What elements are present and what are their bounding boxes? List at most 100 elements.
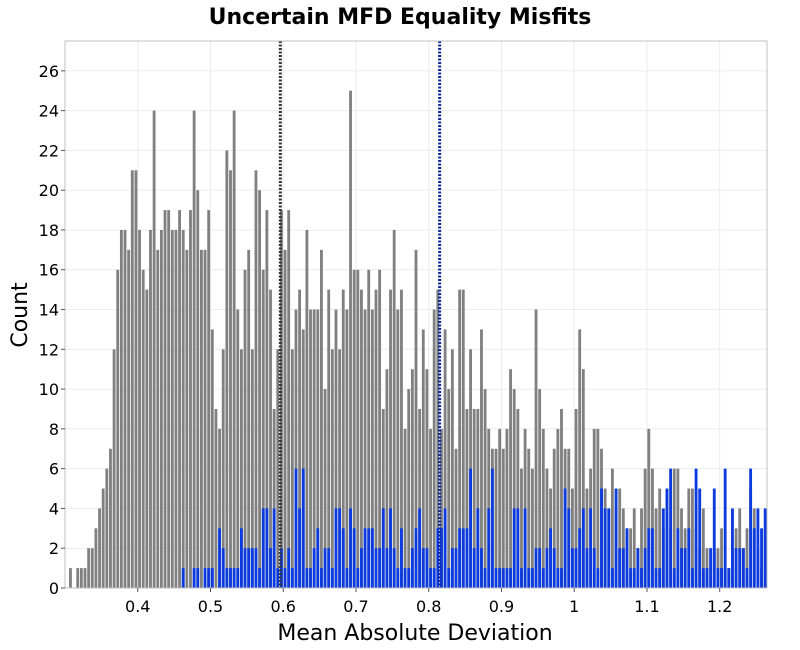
bar-all-81	[360, 289, 363, 588]
y-axis-label: Count	[8, 282, 33, 348]
bar-uncertain-178	[712, 488, 716, 588]
bar-uncertain-177	[709, 548, 713, 588]
series-all-bars	[69, 90, 767, 589]
bar-all-34	[189, 210, 192, 588]
bar-all-172	[691, 488, 694, 588]
bar-uncertain-116	[487, 508, 491, 588]
y-tick-label: 12	[39, 340, 59, 359]
bar-all-98	[421, 329, 425, 588]
bar-all-100	[429, 428, 432, 588]
bar-all-175	[701, 508, 705, 588]
bar-uncertain-122	[509, 568, 512, 588]
bar-all-143	[585, 488, 589, 588]
bar-uncertain-90	[392, 548, 396, 588]
bar-uncertain-60	[283, 568, 287, 588]
x-tick-label: 0.8	[416, 597, 441, 616]
bar-all-89	[389, 289, 392, 588]
bar-uncertain-158	[640, 568, 643, 588]
bar-uncertain-86	[378, 548, 382, 588]
bar-uncertain-105	[447, 568, 451, 588]
bar-all-90	[392, 229, 396, 589]
bar-uncertain-189	[752, 528, 756, 588]
x-tick-label: 1.1	[634, 597, 659, 616]
bar-all-93	[403, 428, 407, 588]
bar-uncertain-167	[672, 568, 676, 588]
bar-uncertain-125	[520, 568, 523, 588]
bar-uncertain-45	[229, 568, 232, 588]
bar-uncertain-185	[738, 548, 742, 588]
bar-uncertain-104	[443, 508, 447, 588]
y-tick-label: 20	[39, 181, 59, 200]
bar-all-15	[119, 229, 123, 589]
bar-all-163	[658, 488, 662, 588]
bar-all-31	[178, 210, 181, 588]
bar-all-73	[330, 349, 334, 588]
bar-all-129	[534, 309, 538, 588]
bar-uncertain-173	[694, 468, 698, 588]
bar-uncertain-115	[483, 568, 487, 588]
bar-all-57	[272, 408, 276, 588]
bar-all-86	[378, 269, 382, 588]
bar-all-146	[596, 428, 600, 588]
bar-uncertain-149	[607, 508, 611, 588]
y-tick-label: 0	[49, 579, 59, 598]
bar-all-50	[247, 249, 251, 588]
bar-uncertain-87	[381, 508, 385, 588]
bar-all-46	[232, 110, 236, 589]
bar-all-79	[352, 269, 356, 588]
bar-all-139	[570, 488, 574, 588]
bar-all-10	[101, 488, 105, 588]
bar-uncertain-56	[269, 548, 272, 588]
bar-uncertain-181	[723, 468, 727, 588]
bar-uncertain-54	[261, 508, 265, 588]
x-axis-label: Mean Absolute Deviation	[277, 621, 552, 646]
x-axis-ticks: 0.4 0.5 0.6 0.7 0.8 0.9 1 1.1 1.2	[125, 588, 732, 616]
bar-all-114	[480, 329, 483, 588]
bar-all-145	[592, 428, 596, 588]
x-tick-label: 0.6	[271, 597, 296, 616]
bar-all-60	[283, 249, 287, 588]
bar-uncertain-164	[661, 508, 665, 588]
bar-all-6	[87, 548, 91, 588]
bar-uncertain-163	[658, 568, 662, 588]
bar-all-92	[400, 289, 403, 588]
bar-all-16	[123, 229, 127, 589]
bar-all-131	[541, 428, 545, 588]
bar-uncertain-107	[454, 548, 458, 588]
bar-uncertain-146	[596, 568, 600, 588]
bar-uncertain-58	[276, 568, 280, 588]
bar-uncertain-170	[683, 548, 687, 588]
bar-uncertain-55	[265, 508, 269, 588]
bar-uncertain-44	[225, 568, 229, 588]
bar-all-150	[610, 468, 614, 588]
bar-all-94	[407, 389, 411, 588]
bar-uncertain-42	[218, 528, 222, 588]
bar-uncertain-83	[367, 528, 371, 588]
bar-uncertain-48	[239, 528, 243, 588]
bar-all-78	[349, 90, 352, 589]
bar-uncertain-68	[312, 548, 316, 588]
bar-all-1	[69, 568, 72, 588]
bar-all-7	[90, 548, 94, 588]
bar-uncertain-161	[651, 528, 654, 588]
y-tick-label: 14	[39, 301, 59, 320]
bar-uncertain-129	[534, 548, 538, 588]
bar-uncertain-63	[294, 468, 298, 588]
bar-uncertain-66	[305, 568, 309, 588]
bar-uncertain-135	[556, 568, 560, 588]
bar-uncertain-75	[338, 508, 342, 588]
bar-all-54	[261, 269, 265, 588]
bar-all-127	[527, 448, 531, 588]
bar-all-61	[287, 210, 291, 588]
bar-all-58	[276, 349, 280, 588]
bar-all-53	[258, 190, 262, 588]
bar-uncertain-117	[490, 468, 494, 588]
bar-uncertain-136	[560, 568, 563, 588]
bar-all-120	[501, 448, 505, 588]
bar-uncertain-112	[472, 548, 476, 588]
bar-uncertain-121	[505, 568, 509, 588]
bar-uncertain-69	[316, 528, 320, 588]
bar-all-119	[498, 428, 502, 588]
bar-all-49	[243, 269, 247, 588]
bar-all-112	[472, 408, 476, 588]
